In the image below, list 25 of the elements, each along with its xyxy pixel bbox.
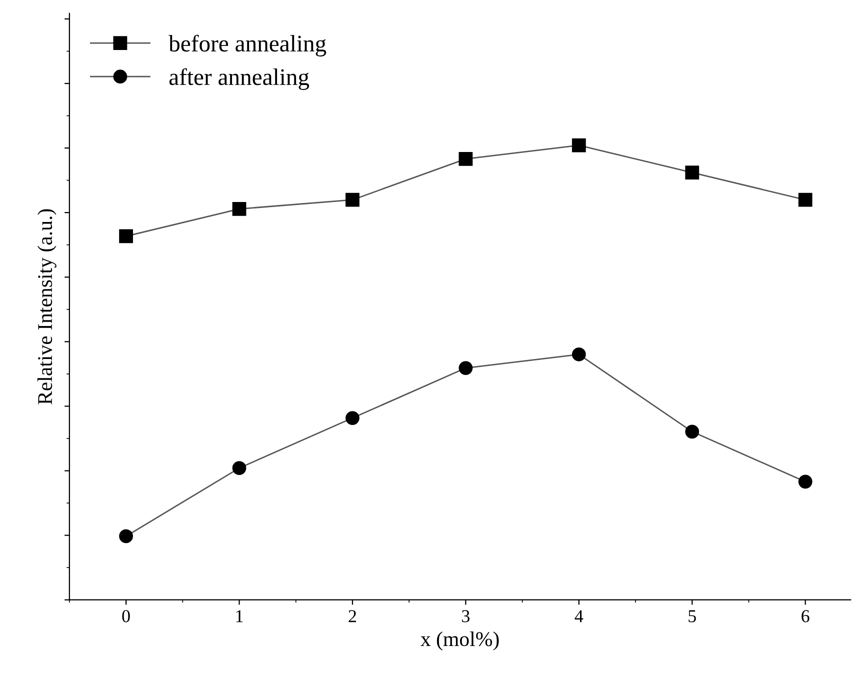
legend-label: after annealing	[169, 68, 310, 90]
point	[458, 152, 473, 166]
x-tick-label: 2	[348, 610, 356, 622]
x-tick-label: 5	[688, 610, 696, 622]
point	[572, 138, 586, 152]
x-tick-label: 1	[236, 610, 243, 622]
point	[685, 424, 700, 439]
point	[119, 229, 133, 244]
x-axis-title: x (mol%)	[420, 632, 499, 650]
point	[798, 474, 812, 489]
x-tick-label: 3	[462, 610, 470, 622]
point	[798, 192, 812, 207]
point	[685, 166, 700, 180]
point	[572, 347, 586, 362]
x-tick-label: 0	[122, 610, 130, 622]
x-tick-label: 4	[574, 610, 584, 622]
point	[458, 361, 473, 375]
x-tick-label: 6	[802, 610, 810, 622]
y-axis-title: Relative Intensity (a.u.)	[37, 209, 56, 404]
legend-label: before annealing	[168, 34, 326, 56]
point	[346, 192, 360, 207]
point	[232, 461, 246, 475]
point	[119, 529, 133, 544]
point	[346, 411, 360, 425]
point	[232, 202, 246, 216]
